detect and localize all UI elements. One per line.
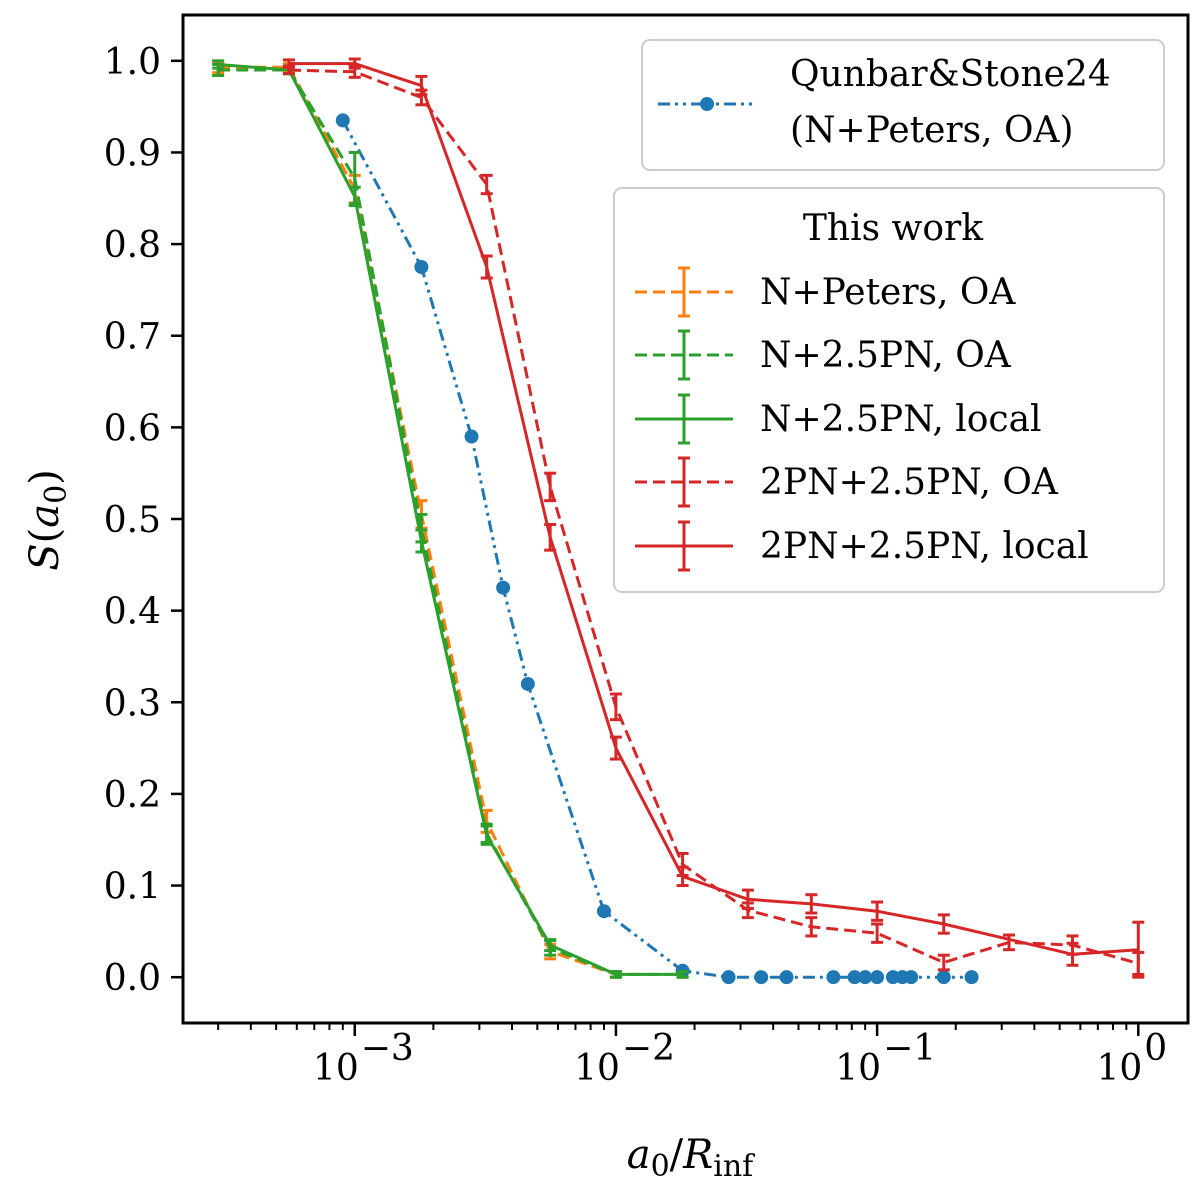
y-tick-label-1: 0.1	[104, 867, 161, 908]
errorbar-2pn-2-5pn-oa-5	[609, 692, 622, 722]
x-tick-label-0: 10 −3	[313, 1028, 414, 1089]
errorbar-2pn-2-5pn-local-0	[282, 58, 295, 69]
point-qunbar-and-stone24-n-peters-oa-3	[496, 580, 511, 595]
legend-qunbar-label-line1: Qunbar&Stone24	[790, 54, 1111, 95]
errorbar-2pn-2-5pn-local-10	[937, 913, 950, 935]
x-tick-label-base-1: 10	[574, 1048, 620, 1089]
point-qunbar-and-stone24-n-peters-oa-10	[826, 970, 841, 985]
errorbar-2pn-2-5pn-local-8	[805, 893, 818, 915]
errorbar-2pn-2-5pn-local-12	[1132, 920, 1145, 979]
legend-qunbar-frame	[641, 39, 1165, 171]
legend-this-work-title: This work	[803, 208, 984, 249]
y-tick-label-6: 0.6	[104, 408, 161, 449]
series-line-n-2-5pn-local	[218, 63, 683, 976]
y-tick-label-8: 0.8	[104, 225, 161, 266]
point-qunbar-and-stone24-n-peters-oa-12	[858, 970, 873, 985]
y-tick-label-4: 0.4	[104, 592, 161, 633]
point-qunbar-and-stone24-n-peters-oa-4	[520, 676, 535, 691]
point-qunbar-and-stone24-n-peters-oa-13	[870, 970, 885, 985]
point-qunbar-and-stone24-n-peters-oa-11	[847, 970, 862, 985]
legend-handle-n-2-5pn-local	[635, 393, 733, 445]
errorbar-2pn-2-5pn-local-9	[871, 900, 884, 922]
x-tick-label-3: 10 0	[1096, 1028, 1167, 1089]
y-tick-labels: 0.0 0.1 0.2 0.3 0.4 0.5 0.6 0.7 0.8 0.9 1.0	[104, 42, 161, 999]
errorbar-n-2-5pn-local-7	[676, 970, 689, 979]
x-tick-label-2: 10 −1	[835, 1028, 936, 1089]
x-tick-label-base-0: 10	[313, 1048, 359, 1089]
errorbar-n-2-5pn-local-5	[544, 938, 557, 953]
errorbar-2pn-2-5pn-local-6	[676, 865, 689, 888]
series-2pn-2-5pn-local	[282, 57, 1145, 979]
x-axis-label: a0/Rinf	[627, 1132, 755, 1184]
x-tick-label-exp-1: −2	[622, 1028, 675, 1069]
errorbar-2pn-2-5pn-oa-4	[544, 471, 557, 503]
x-tick-label-base-3: 10	[1096, 1048, 1142, 1089]
y-axis-label: S(a0)	[22, 469, 74, 571]
errorbar-n-2-5pn-local-2	[348, 185, 361, 208]
errorbar-2pn-2-5pn-local-11	[1066, 941, 1079, 967]
errorbar-n-2-5pn-local-0	[212, 59, 225, 70]
errorbar-n-2-5pn-local-6	[609, 970, 622, 979]
point-qunbar-and-stone24-n-peters-oa-5	[596, 904, 611, 919]
legend-label-2pn-25pn-oa: 2PN+2.5PN, OA	[760, 462, 1059, 503]
x-tick-label-base-2: 10	[835, 1048, 881, 1089]
legend-label-n-25pn-local: N+2.5PN, local	[760, 399, 1042, 440]
point-qunbar-and-stone24-n-peters-oa-8	[754, 970, 769, 985]
errorbar-2pn-2-5pn-oa-9	[871, 922, 884, 944]
legend-qunbar-label-line2: (N+Peters, OA)	[790, 110, 1074, 151]
point-qunbar-and-stone24-n-peters-oa-16	[904, 970, 919, 985]
point-qunbar-and-stone24-n-peters-oa-7	[721, 970, 736, 985]
errorbar-2pn-2-5pn-local-7	[741, 888, 754, 910]
errorbar-2pn-2-5pn-oa-3	[480, 173, 493, 196]
errorbar-2pn-2-5pn-local-2	[415, 74, 428, 97]
point-qunbar-and-stone24-n-peters-oa-2	[464, 429, 479, 444]
point-qunbar-and-stone24-n-peters-oa-18	[964, 970, 979, 985]
legend-label-2pn-25pn-local: 2PN+2.5PN, local	[760, 526, 1089, 567]
legend-handle-2pn-2-5pn-local	[635, 520, 733, 572]
errorbar-n-2-5pn-local-4	[480, 824, 493, 846]
errorbar-2pn-2-5pn-oa-8	[805, 916, 818, 938]
errorbar-2pn-2-5pn-local-5	[609, 735, 622, 761]
y-tick-label-0: 0.0	[104, 958, 161, 999]
tick-layer	[171, 59, 1140, 1036]
legend-handle-qunbar	[658, 97, 756, 111]
legend-this-work-frame	[613, 187, 1165, 593]
y-tick-label-7: 0.7	[104, 317, 161, 358]
x-tick-label-exp-0: −3	[361, 1028, 414, 1069]
errorbar-2pn-2-5pn-oa-11	[1003, 933, 1016, 952]
x-tick-label-exp-3: 0	[1144, 1028, 1167, 1069]
x-tick-label-exp-2: −1	[883, 1028, 936, 1069]
errorbar-2pn-2-5pn-local-1	[348, 57, 361, 70]
y-tick-label-5: 0.5	[104, 500, 161, 541]
point-qunbar-and-stone24-n-peters-oa-0	[335, 113, 350, 128]
y-tick-label-9: 0.9	[104, 133, 161, 174]
legend-label-n-25pn-oa: N+2.5PN, OA	[760, 335, 1012, 376]
errorbar-2pn-2-5pn-local-4	[544, 522, 557, 552]
errorbar-2pn-2-5pn-local-3	[480, 254, 493, 280]
point-qunbar-and-stone24-n-peters-oa-1	[414, 260, 429, 274]
legend-qunbar-handle	[658, 97, 756, 111]
y-tick-label-3: 0.3	[104, 683, 161, 724]
point-qunbar-and-stone24-n-peters-oa-17	[936, 970, 951, 985]
legend-this-work-handles	[635, 266, 733, 572]
y-tick-label-2: 0.2	[104, 775, 161, 816]
legend-handle-2pn-2-5pn-oa	[635, 456, 733, 508]
errorbar-2pn-2-5pn-oa-10	[937, 953, 950, 972]
x-tick-labels: 10 −3 10 −2 10 −1 10 0	[313, 1028, 1167, 1089]
y-tick-label-10: 1.0	[104, 42, 161, 83]
legend-qunbar: Qunbar&Stone24 (N+Peters, OA)	[641, 39, 1165, 171]
series-layer	[212, 57, 1145, 985]
errorbar-n-2-5pn-local-3	[415, 528, 428, 554]
legend-handle-n-peters-oa	[635, 266, 733, 318]
legend-label-n-peters-oa: N+Peters, OA	[760, 272, 1016, 313]
x-tick-label-1: 10 −2	[574, 1028, 675, 1089]
point-qunbar-and-stone24-n-peters-oa-9	[779, 970, 794, 985]
legend-handle-n-2-5pn-oa	[635, 329, 733, 381]
legend-this-work: This work N+Peters, OA N+2.5PN, OA N+2.5…	[613, 187, 1165, 593]
